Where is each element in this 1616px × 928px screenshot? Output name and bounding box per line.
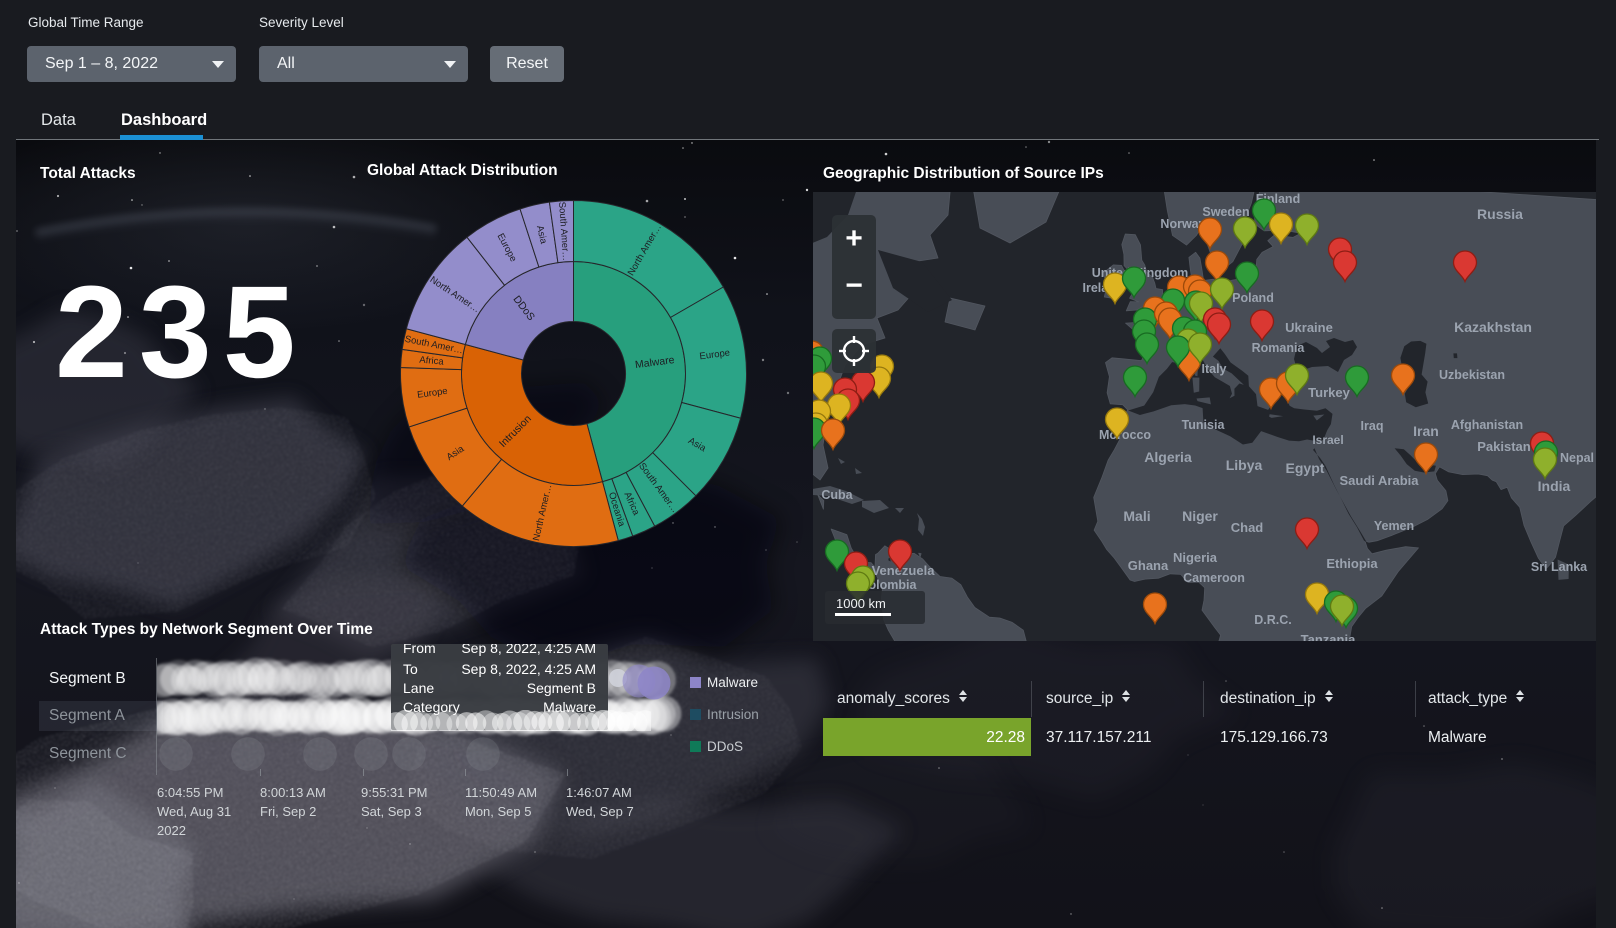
svg-text:South Amer…: South Amer…	[556, 201, 571, 261]
svg-text:Chad: Chad	[1231, 520, 1264, 535]
svg-text:Kazakhstan: Kazakhstan	[1454, 319, 1532, 335]
svg-text:Morocco: Morocco	[1099, 428, 1151, 442]
svg-text:Europe: Europe	[699, 347, 731, 362]
svg-text:Saudi Arabia: Saudi Arabia	[1340, 473, 1420, 488]
svg-text:Nepal: Nepal	[1560, 451, 1594, 465]
svg-text:Afghanistan: Afghanistan	[1451, 418, 1523, 432]
svg-text:Iran: Iran	[1413, 423, 1439, 439]
svg-text:Nigeria: Nigeria	[1173, 550, 1218, 565]
svg-text:Poland: Poland	[1232, 291, 1274, 305]
svg-text:Libya: Libya	[1226, 457, 1263, 473]
svg-text:Russia: Russia	[1477, 206, 1523, 222]
svg-text:India: India	[1538, 478, 1571, 494]
svg-text:Norway: Norway	[1160, 217, 1205, 231]
svg-text:Ukraine: Ukraine	[1285, 320, 1333, 335]
svg-text:Israel: Israel	[1312, 433, 1343, 447]
svg-text:Cameroon: Cameroon	[1183, 571, 1245, 585]
svg-text:Italy: Italy	[1201, 362, 1226, 376]
svg-text:Yemen: Yemen	[1374, 519, 1414, 533]
svg-text:Egypt: Egypt	[1286, 460, 1325, 476]
svg-text:Venezuela: Venezuela	[872, 563, 936, 578]
svg-text:Europe: Europe	[416, 386, 448, 401]
svg-text:Asia: Asia	[534, 224, 549, 245]
svg-text:Tunisia: Tunisia	[1182, 418, 1226, 432]
svg-text:Sweden: Sweden	[1202, 205, 1249, 219]
svg-text:Tanzania: Tanzania	[1301, 632, 1356, 641]
svg-text:Cuba: Cuba	[821, 488, 853, 502]
svg-text:Turkey: Turkey	[1308, 385, 1350, 400]
svg-text:Ghana: Ghana	[1128, 558, 1169, 573]
svg-text:Romania: Romania	[1252, 341, 1306, 355]
svg-text:Niger: Niger	[1182, 508, 1218, 524]
svg-text:Africa: Africa	[419, 355, 445, 368]
svg-text:Uzbekistan: Uzbekistan	[1439, 368, 1505, 382]
svg-text:Algeria: Algeria	[1144, 449, 1192, 465]
svg-text:D.R.C.: D.R.C.	[1254, 613, 1292, 627]
svg-text:Malware: Malware	[634, 354, 675, 371]
svg-text:Sri Lanka: Sri Lanka	[1531, 560, 1588, 574]
svg-text:Mali: Mali	[1123, 508, 1150, 524]
svg-text:Iraq: Iraq	[1361, 419, 1384, 433]
svg-text:Ethiopia: Ethiopia	[1326, 556, 1378, 571]
svg-text:Pakistan: Pakistan	[1477, 439, 1531, 454]
